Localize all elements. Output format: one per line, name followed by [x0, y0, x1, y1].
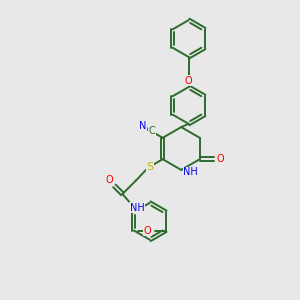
Text: C: C: [149, 126, 155, 136]
Text: O: O: [106, 176, 113, 185]
Text: N: N: [140, 121, 147, 131]
Text: O: O: [143, 226, 151, 236]
Text: O: O: [185, 76, 193, 86]
Text: S: S: [146, 162, 153, 172]
Text: NH: NH: [130, 203, 144, 213]
Text: O: O: [216, 154, 224, 164]
Text: NH: NH: [183, 167, 198, 177]
